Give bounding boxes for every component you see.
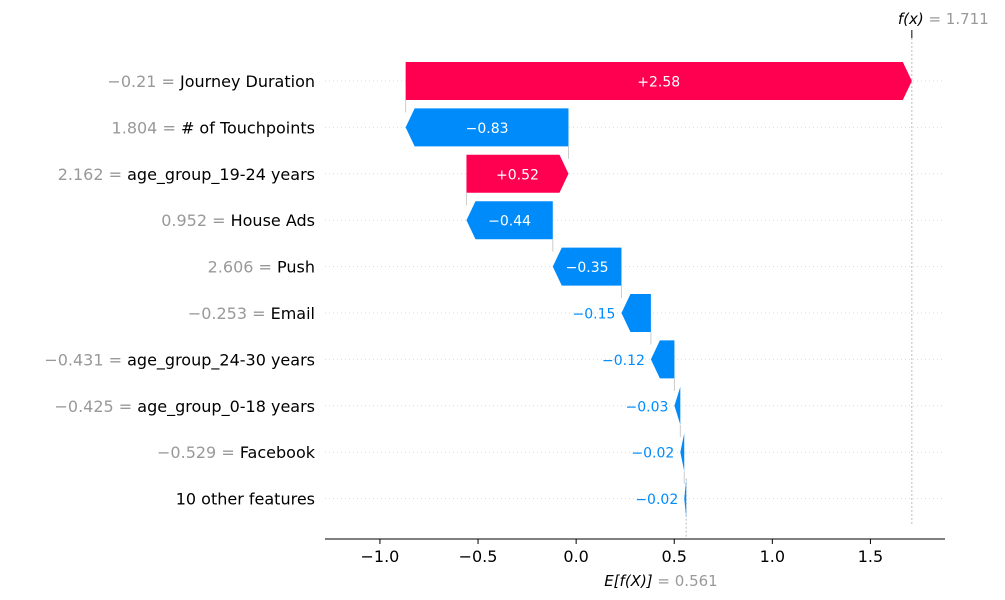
base-name: E[f(X)] [604,572,653,590]
feature-label: −0.21 = Journey Duration [107,72,315,91]
feature-label: −0.425 = age_group_0-18 years [55,397,316,417]
feature-value: −0.425 = [55,397,138,416]
x-axis: −1.0 −0.5 0.0 0.5 1.0 1.5 [325,538,945,566]
base-value-annotation: E[f(X)] = 0.561 [604,572,718,590]
x-tick-label: 0.5 [662,547,687,566]
bar-negative [650,340,675,379]
bar-value-label: −0.44 [488,214,531,230]
feature-name: Push [277,258,315,277]
bar-positive [466,154,569,193]
reference-lines [685,38,913,539]
feature-name: # of Touchpoints [181,118,315,137]
feature-value: −0.529 = [157,443,240,462]
feature-name: 10 other features [176,490,315,509]
bar-value-label: +0.52 [496,167,539,183]
feature-name: Journey Duration [179,72,315,91]
bar-negative [680,433,685,472]
x-tick-label: 0.0 [563,547,588,566]
bar-negative [552,247,622,286]
feature-name: age_group_0-18 years [137,397,315,417]
bar-negative [674,386,681,425]
x-tick-label: 1.0 [760,547,785,566]
feature-value: 1.804 = [112,118,181,137]
feature-name: House Ads [231,211,315,230]
bar-value-label: −0.03 [626,399,669,415]
feature-label: 2.606 = Push [208,258,315,277]
feature-name: Facebook [240,443,316,462]
bar-value-label: −0.02 [631,446,674,462]
feature-label: 0.952 = House Ads [161,211,315,230]
base-value: = 0.561 [653,572,718,590]
feature-name: age_group_24-30 years [127,350,315,370]
feature-label: −0.529 = Facebook [157,443,316,462]
bar-value-label: −0.02 [635,492,678,508]
feature-name: Email [271,304,315,323]
feature-value: 0.952 = [161,211,230,230]
feature-label: 1.804 = # of Touchpoints [112,118,315,137]
x-tick-label: −1.0 [361,547,400,566]
feature-label: −0.431 = age_group_24-30 years [44,350,315,370]
feature-name: age_group_19-24 years [127,165,315,185]
bar-value-label: −0.12 [602,353,645,369]
bar-value-label: −0.15 [573,307,616,323]
base-label: E[f(X)] = 0.561 [604,572,718,590]
bar-negative [466,201,553,240]
fx-annotation: f(x) = 1.711 [898,10,989,38]
x-tick-label: 1.5 [858,547,883,566]
feature-label: 10 other features [176,490,315,509]
feature-value: 2.606 = [208,258,277,277]
bar-negative [405,108,569,147]
bar-negative [684,479,687,518]
bar-value-label: +2.58 [637,75,680,91]
bar-value-label: −0.83 [466,121,509,137]
fx-label: f(x) = 1.711 [898,10,989,28]
bar-negative [621,294,651,332]
fx-value: = 1.711 [924,10,989,28]
feature-value: −0.21 = [107,72,180,91]
bar-value-label: −0.35 [566,260,609,276]
x-tick-label: −0.5 [459,547,498,566]
feature-value: −0.431 = [44,350,127,369]
feature-label: 2.162 = age_group_19-24 years [58,165,315,185]
feature-value: −0.253 = [188,304,271,323]
feature-label: −0.253 = Email [188,304,315,323]
feature-labels: −0.21 = Journey Duration 1.804 = # of Tou… [44,72,315,509]
feature-value: 2.162 = [58,165,127,184]
bars-group: +2.58 −0.83 +0.52 −0.44 −0.35 −0.15 −0.12 −0.03… [405,62,912,518]
bar-positive [405,62,912,100]
fx-name: f(x) [898,10,924,28]
